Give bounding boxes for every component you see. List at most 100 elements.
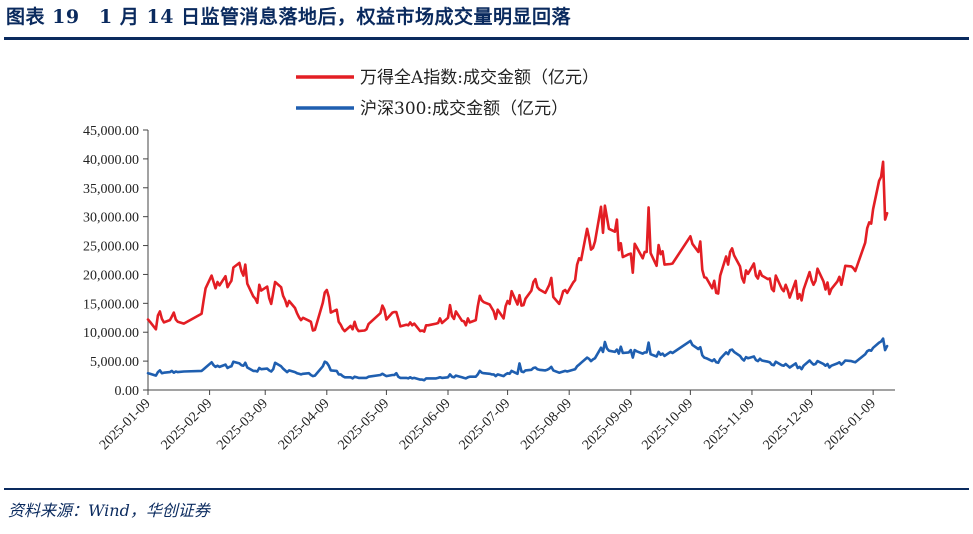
y-tick-label: 25,000.00 — [83, 240, 139, 255]
data-point — [205, 287, 207, 289]
data-point — [705, 357, 707, 359]
x-tick-label: 2025-02-09 — [159, 396, 216, 453]
data-point — [588, 236, 590, 239]
data-point — [636, 350, 638, 352]
data-point — [795, 280, 797, 282]
data-point — [733, 351, 735, 353]
data-point — [246, 366, 248, 369]
data-point — [477, 373, 479, 375]
data-point — [614, 231, 616, 233]
data-point — [177, 321, 179, 323]
data-point — [322, 365, 324, 367]
data-point — [393, 374, 395, 376]
data-point — [147, 318, 149, 321]
data-point — [455, 375, 457, 377]
data-point — [183, 323, 185, 325]
data-point — [773, 290, 775, 292]
data-point — [365, 328, 368, 330]
data-point — [812, 284, 815, 286]
data-point — [524, 298, 527, 300]
data-point — [288, 369, 290, 371]
data-point — [771, 288, 773, 290]
data-point — [608, 228, 610, 230]
figure-title: 图表 19 1 月 14 日监管消息落地后，权益市场成交量明显回落 — [6, 6, 572, 28]
data-point — [171, 316, 173, 318]
data-point — [294, 307, 296, 309]
data-point — [878, 342, 880, 344]
data-point — [560, 297, 562, 299]
data-point — [175, 370, 177, 373]
data-point — [600, 347, 602, 349]
data-point — [383, 374, 385, 376]
data-point — [852, 267, 854, 269]
data-point — [356, 376, 358, 378]
data-point — [497, 373, 499, 375]
data-point — [520, 305, 523, 307]
data-point — [483, 372, 485, 374]
data-point — [644, 351, 646, 353]
data-point — [824, 288, 827, 291]
data-point — [451, 376, 453, 378]
data-point — [407, 324, 409, 326]
data-point — [781, 288, 783, 290]
data-point — [507, 372, 509, 374]
data-point — [822, 280, 825, 282]
data-point — [789, 366, 791, 369]
x-tick-label: 2025-05-09 — [335, 396, 392, 453]
data-point — [302, 317, 304, 319]
data-point — [244, 362, 246, 364]
data-point — [719, 358, 721, 360]
data-point — [767, 278, 769, 280]
data-point — [302, 373, 304, 375]
data-point — [214, 287, 217, 289]
data-point — [203, 368, 205, 370]
data-point — [226, 286, 229, 288]
data-point — [475, 376, 477, 378]
data-point — [381, 373, 383, 375]
data-point — [864, 242, 866, 244]
data-point — [266, 286, 268, 288]
data-point — [701, 354, 703, 356]
data-point — [518, 294, 521, 296]
data-point — [328, 296, 330, 298]
data-point — [344, 376, 346, 378]
data-point — [282, 295, 284, 297]
data-point — [757, 360, 759, 362]
data-point — [715, 292, 717, 294]
data-point — [350, 325, 352, 327]
data-point — [505, 305, 507, 307]
data-point — [628, 351, 630, 353]
data-point — [886, 212, 888, 214]
data-point — [161, 372, 163, 374]
data-point — [775, 361, 777, 363]
data-point — [503, 375, 505, 377]
data-point — [646, 251, 648, 253]
data-point — [870, 223, 872, 225]
data-point — [773, 364, 775, 366]
data-point — [644, 251, 646, 253]
data-point — [411, 377, 413, 379]
data-point — [155, 328, 157, 330]
data-point — [580, 362, 582, 364]
data-point — [511, 370, 513, 372]
data-point — [600, 206, 602, 208]
data-point — [413, 377, 415, 379]
data-point — [578, 257, 580, 259]
data-point — [534, 278, 537, 280]
data-point — [238, 262, 240, 264]
data-point — [324, 361, 326, 363]
data-point — [455, 310, 457, 312]
data-point — [399, 377, 401, 379]
data-point — [632, 357, 634, 359]
data-point — [602, 232, 604, 234]
data-point — [509, 303, 511, 305]
data-point — [437, 322, 439, 324]
data-point — [489, 373, 491, 375]
data-point — [495, 318, 497, 320]
data-point — [352, 377, 354, 379]
data-point — [562, 370, 564, 373]
data-point — [218, 284, 221, 286]
data-point — [755, 275, 757, 277]
data-point — [354, 321, 356, 323]
